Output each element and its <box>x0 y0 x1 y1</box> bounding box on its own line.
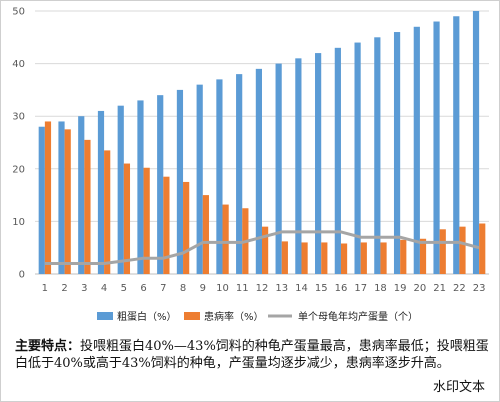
bar-disease-rate <box>340 243 348 274</box>
bar-crude-protein <box>176 89 184 275</box>
bar-disease-rate <box>202 195 209 274</box>
line-egg-production <box>44 230 480 265</box>
bar-crude-protein <box>236 74 243 275</box>
bar-disease-rate <box>281 241 288 274</box>
bar-crude-protein <box>196 84 203 274</box>
bar-crude-protein <box>97 110 105 274</box>
bar-disease-rate <box>64 129 71 274</box>
bar-disease-rate <box>439 229 446 274</box>
bar-disease-rate <box>143 167 150 274</box>
summary-lead: 主要特点： <box>15 339 81 354</box>
y-tick-label: 40 <box>12 59 25 70</box>
bar-disease-rate <box>183 181 190 274</box>
bar-crude-protein <box>216 79 223 274</box>
bar-disease-rate <box>419 238 427 274</box>
bar-disease-rate <box>163 176 170 274</box>
bar-crude-protein <box>453 16 460 274</box>
bar-disease-rate <box>321 242 328 274</box>
y-tick-label: 20 <box>12 164 25 175</box>
bar-disease-rate <box>84 139 91 274</box>
x-tick-label: 1 <box>42 283 48 294</box>
x-tick-label: 10 <box>216 283 229 294</box>
bar-crude-protein <box>315 53 322 274</box>
bar-disease-rate <box>301 242 308 274</box>
bar-crude-protein <box>374 37 381 274</box>
bar-disease-rate <box>380 242 387 274</box>
bar-disease-rate <box>222 204 229 274</box>
bar-crude-protein <box>275 63 282 274</box>
x-tick-label: 3 <box>81 283 87 294</box>
x-tick-label: 17 <box>354 283 367 294</box>
x-tick-label: 8 <box>180 283 186 294</box>
bar-disease-rate <box>123 163 131 274</box>
x-tick-label: 18 <box>374 283 387 294</box>
summary-body: 投喂粗蛋白40%—43%饲料的种龟产蛋量最高，患病率最低；投喂粗蛋白低于40%或… <box>15 339 489 371</box>
y-tick-label: 50 <box>12 7 25 18</box>
x-tick-label: 21 <box>433 283 446 294</box>
bar-disease-rate <box>262 226 269 274</box>
bar-crude-protein <box>117 105 124 275</box>
legend-swatch <box>97 312 113 320</box>
bar-crude-protein <box>354 42 361 275</box>
y-tick-label: 10 <box>12 217 25 228</box>
bar-crude-protein <box>255 68 262 274</box>
x-tick-label: 2 <box>61 283 67 294</box>
summary-text: 主要特点：投喂粗蛋白40%—43%饲料的种龟产蛋量最高，患病率最低；投喂粗蛋白低… <box>15 338 491 372</box>
x-tick-label: 13 <box>275 283 288 294</box>
bar-crude-protein <box>78 116 85 274</box>
legend-label: 单个母龟年均产蛋量（个） <box>298 310 418 323</box>
bar-crude-protein <box>137 100 144 274</box>
bar-disease-rate <box>479 223 486 274</box>
x-tick-label: 12 <box>256 283 269 294</box>
bar-crude-protein <box>334 47 341 274</box>
bar-disease-rate <box>104 150 111 274</box>
x-tick-label: 9 <box>200 283 206 294</box>
bar-crude-protein <box>38 126 45 274</box>
x-tick-label: 22 <box>453 283 466 294</box>
x-tick-label: 5 <box>121 283 127 294</box>
x-tick-label: 6 <box>140 283 146 294</box>
bar-crude-protein <box>472 11 480 274</box>
bar-disease-rate <box>44 121 52 275</box>
x-tick-label: 14 <box>295 283 308 294</box>
x-tick-label: 15 <box>315 283 328 294</box>
legend-label: 患病率（%） <box>204 310 264 323</box>
x-tick-label: 16 <box>335 283 348 294</box>
x-tick-label: 11 <box>236 283 249 294</box>
bar-crude-protein <box>295 58 302 275</box>
x-tick-label: 7 <box>160 283 166 294</box>
x-tick-label: 4 <box>101 283 107 294</box>
bar-crude-protein <box>413 26 420 275</box>
legend-swatch <box>184 312 200 320</box>
bar-crude-protein <box>433 21 440 274</box>
x-tick-label: 23 <box>473 283 486 294</box>
bar-crude-protein <box>157 95 164 274</box>
y-tick-label: 0 <box>19 270 25 281</box>
bar-disease-rate <box>459 226 466 274</box>
bar-crude-protein <box>58 121 65 275</box>
y-tick-label: 30 <box>12 112 25 123</box>
bar-disease-rate <box>360 242 367 274</box>
x-tick-label: 20 <box>414 283 427 294</box>
x-tick-label: 19 <box>394 283 407 294</box>
watermark: 水印文本 <box>430 376 487 395</box>
legend-label: 粗蛋白（%） <box>117 310 177 323</box>
bar-crude-protein <box>393 32 401 274</box>
bar-disease-rate <box>400 239 407 274</box>
